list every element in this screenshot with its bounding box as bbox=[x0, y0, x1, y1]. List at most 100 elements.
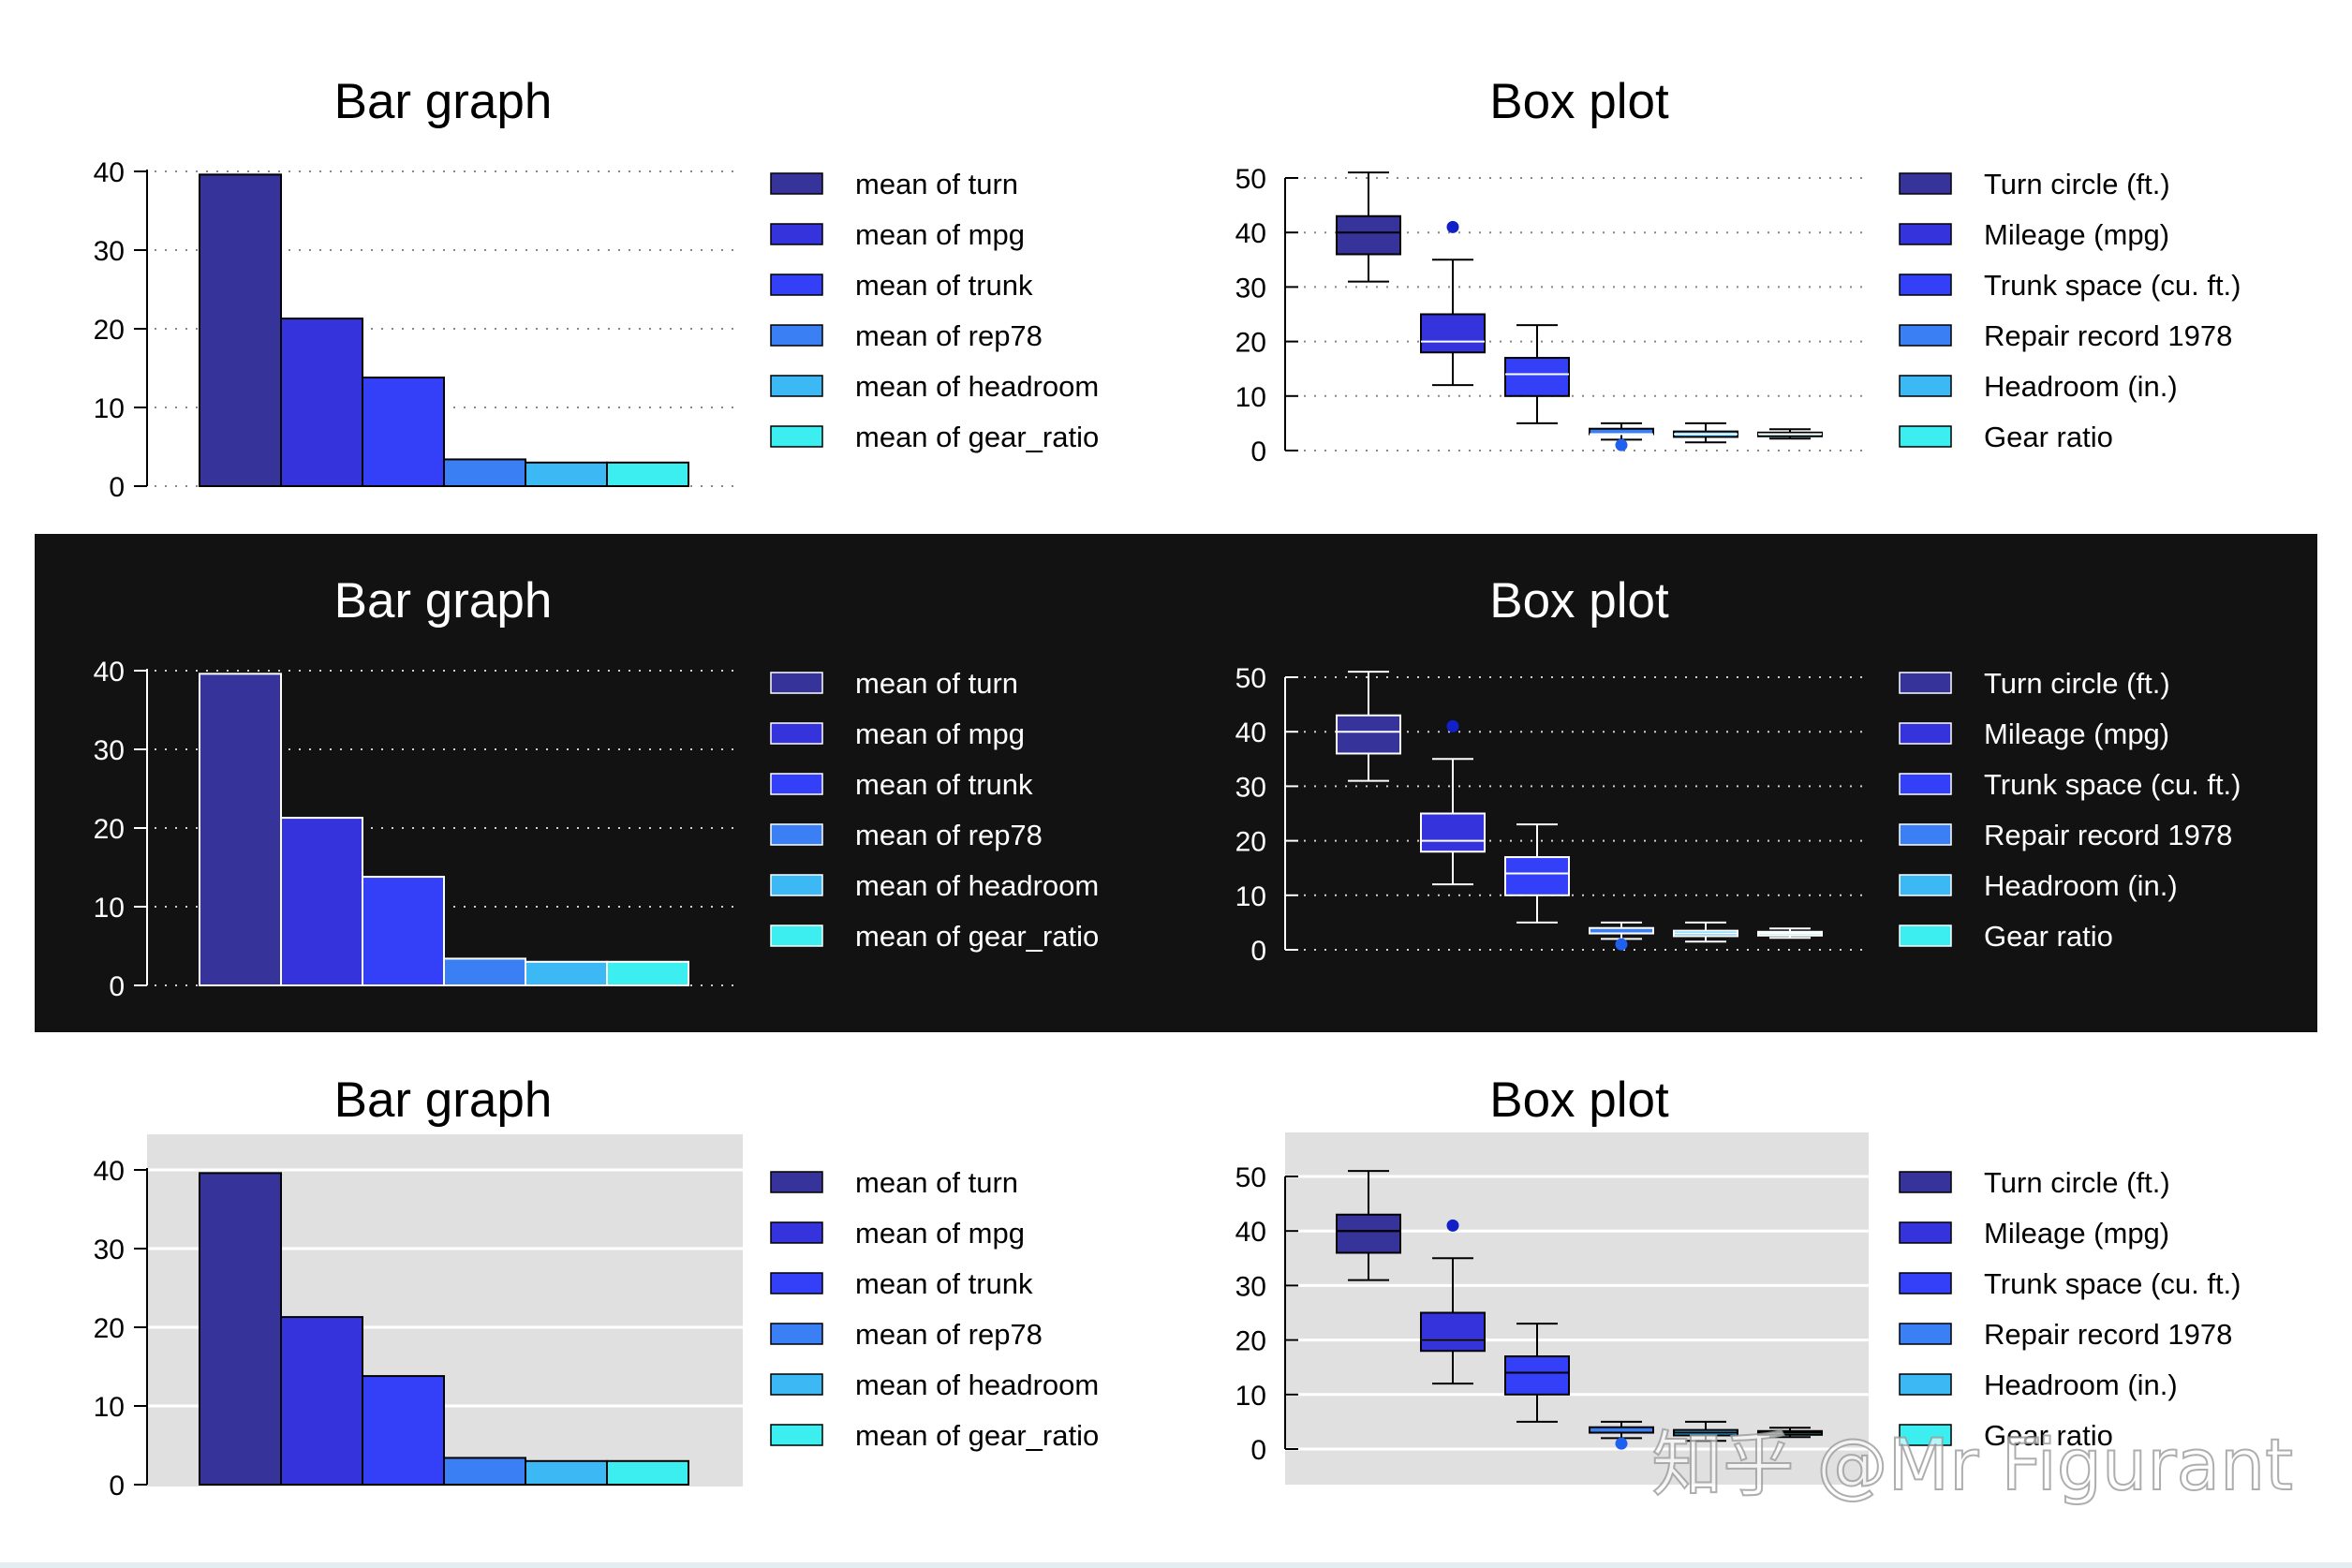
legend-label: mean of trunk bbox=[855, 768, 1033, 801]
box-body bbox=[1336, 1213, 1401, 1254]
y-tick-label: 20 bbox=[94, 315, 125, 346]
box bbox=[1336, 671, 1401, 782]
legend-swatch bbox=[770, 722, 823, 745]
box bbox=[1673, 422, 1738, 444]
y-tick-label: 30 bbox=[1235, 1271, 1266, 1302]
legend-swatch bbox=[770, 1221, 823, 1244]
legend-label: Trunk space (cu. ft.) bbox=[1984, 269, 2241, 302]
legend-swatch bbox=[770, 274, 823, 296]
legend-swatch bbox=[1899, 672, 1952, 694]
legend-label: mean of gear_ratio bbox=[855, 1419, 1099, 1452]
box bbox=[1420, 220, 1486, 387]
legend-label: mean of rep78 bbox=[855, 319, 1043, 352]
legend-label: mean of gear_ratio bbox=[855, 920, 1099, 953]
box bbox=[1589, 422, 1654, 451]
y-tick-label: 0 bbox=[109, 472, 125, 503]
legend-label: mean of mpg bbox=[855, 218, 1025, 251]
legend-swatch bbox=[770, 773, 823, 795]
legend-swatch bbox=[1899, 274, 1952, 296]
y-tick-label: 40 bbox=[1235, 1217, 1266, 1248]
legend-label: mean of headroom bbox=[855, 370, 1099, 403]
legend-label: Headroom (in.) bbox=[1984, 370, 2178, 403]
legend-swatch bbox=[1899, 223, 1952, 245]
legend-swatch bbox=[1899, 925, 1952, 947]
legend-label: Mileage (mpg) bbox=[1984, 218, 2169, 251]
legend-label: Mileage (mpg) bbox=[1984, 1217, 2169, 1250]
box bbox=[1589, 1420, 1654, 1450]
legend-swatch bbox=[770, 1424, 823, 1446]
box bbox=[1589, 921, 1654, 951]
legend-label: mean of turn bbox=[855, 1166, 1018, 1199]
legend-swatch bbox=[770, 324, 823, 347]
watermark: 知乎 @Mr Figurant bbox=[1651, 1423, 2293, 1506]
bar bbox=[199, 673, 282, 986]
bar bbox=[443, 458, 526, 488]
legend-swatch bbox=[770, 1373, 823, 1396]
legend-label: Turn circle (ft.) bbox=[1984, 667, 2170, 700]
box-plot-3: Box plot 0 10 20 30 40 50 Turn circle (ft.) Mile… bbox=[1235, 573, 2241, 967]
chart-title: Box plot bbox=[1489, 1072, 1669, 1128]
legend-swatch bbox=[1899, 1221, 1952, 1244]
bar bbox=[362, 1375, 445, 1486]
y-tick-label: 40 bbox=[94, 157, 125, 188]
box bbox=[1336, 171, 1401, 283]
legend-swatch bbox=[1899, 823, 1952, 846]
bar-chart-0: Bar graph 0 10 20 30 40 mean of turn mean of mp… bbox=[94, 74, 1100, 503]
legend-swatch bbox=[1899, 1373, 1952, 1396]
y-tick-label: 20 bbox=[1235, 1326, 1266, 1357]
chart-title: Bar graph bbox=[334, 573, 553, 629]
y-tick-label: 20 bbox=[94, 1313, 125, 1344]
box-body bbox=[1420, 313, 1486, 354]
bar bbox=[525, 1459, 608, 1487]
y-tick-label: 10 bbox=[1235, 382, 1266, 413]
legend-swatch bbox=[1899, 874, 1952, 896]
box bbox=[1504, 823, 1570, 924]
legend-label: Gear ratio bbox=[1984, 1419, 2113, 1452]
legend-label: mean of mpg bbox=[855, 717, 1025, 750]
chart-title: Bar graph bbox=[334, 74, 553, 129]
legend-swatch bbox=[770, 925, 823, 947]
outlier-point bbox=[1615, 938, 1628, 951]
bottom-strip bbox=[0, 1562, 2352, 1568]
legend-label: mean of trunk bbox=[855, 1267, 1033, 1300]
y-tick-label: 10 bbox=[1235, 1381, 1266, 1412]
y-tick-label: 10 bbox=[94, 393, 125, 424]
bar bbox=[525, 960, 608, 987]
y-tick-label: 30 bbox=[94, 1235, 125, 1265]
legend-swatch bbox=[1899, 375, 1952, 397]
box bbox=[1757, 927, 1823, 939]
bar bbox=[443, 957, 526, 987]
legend-swatch bbox=[770, 874, 823, 896]
box-plot-1: Box plot 0 10 20 30 40 50 Turn circle (ft.) Mile… bbox=[1235, 74, 2241, 467]
box bbox=[1757, 1427, 1823, 1439]
legend-label: Mileage (mpg) bbox=[1984, 717, 2169, 750]
plot-background bbox=[1285, 1132, 1869, 1485]
box-body bbox=[1336, 214, 1401, 256]
legend-swatch bbox=[1899, 324, 1952, 347]
box bbox=[1673, 921, 1738, 943]
outlier-point bbox=[1446, 719, 1459, 732]
y-tick-label: 30 bbox=[1235, 772, 1266, 803]
y-tick-label: 30 bbox=[94, 236, 125, 267]
bar bbox=[280, 1316, 363, 1486]
chart-title: Box plot bbox=[1489, 573, 1669, 629]
legend-swatch bbox=[770, 1272, 823, 1294]
y-tick-label: 50 bbox=[1235, 164, 1266, 195]
y-tick-label: 40 bbox=[1235, 218, 1266, 249]
legend-swatch bbox=[770, 1171, 823, 1193]
bar-chart-2: Bar graph 0 10 20 30 40 mean of turn mean of mp… bbox=[94, 573, 1100, 1002]
legend-label: Repair record 1978 bbox=[1984, 1318, 2232, 1351]
y-tick-label: 40 bbox=[1235, 717, 1266, 748]
bar bbox=[199, 173, 282, 488]
legend-label: Repair record 1978 bbox=[1984, 819, 2232, 851]
legend-swatch bbox=[770, 672, 823, 694]
legend-swatch bbox=[770, 375, 823, 397]
y-tick-label: 0 bbox=[109, 971, 125, 1002]
y-tick-label: 20 bbox=[94, 814, 125, 845]
y-tick-label: 10 bbox=[1235, 881, 1266, 912]
box-body bbox=[1420, 1311, 1486, 1353]
y-tick-label: 40 bbox=[94, 1156, 125, 1187]
legend-label: mean of turn bbox=[855, 168, 1018, 200]
outlier-point bbox=[1615, 1437, 1628, 1450]
legend-label: Gear ratio bbox=[1984, 421, 2113, 453]
